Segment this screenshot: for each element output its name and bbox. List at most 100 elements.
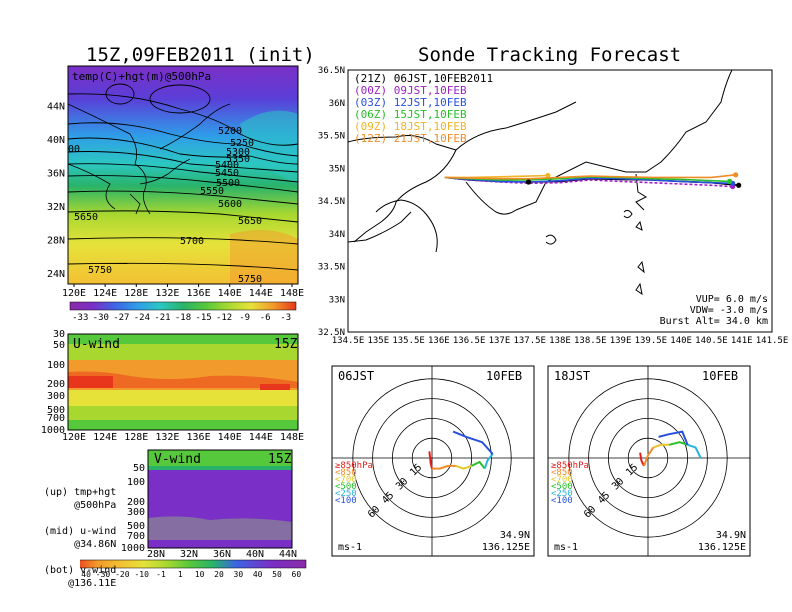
y-tick-label: 300 — [127, 507, 145, 518]
track-annotation: VUP= 6.0 m/s — [696, 294, 768, 305]
y-tick-label: 34.5N — [318, 197, 345, 207]
y-tick-label: 36N — [329, 99, 345, 109]
legend-entry: (03Z) 12JST,10FEB — [354, 96, 467, 109]
hodograph-lon: 136.125E — [482, 542, 530, 553]
x-tick-label: 140E — [670, 336, 692, 346]
y-tick-label: 300 — [47, 391, 65, 402]
x-tick-label: 40N — [246, 549, 264, 560]
level-legend-entry: <100 — [335, 496, 357, 506]
track-endpoint — [727, 178, 733, 184]
contour-label: 5350 — [226, 154, 250, 165]
u-wind-time: 15Z — [274, 337, 298, 352]
x-tick-label: 144E — [249, 432, 273, 442]
x-tick-label: 124E — [93, 288, 117, 299]
y-tick-label: 1000 — [41, 425, 65, 436]
contour-label: 5650 — [238, 216, 262, 227]
hodograph-date: 10FEB — [702, 369, 738, 383]
note-line: (mid) u-wind — [44, 526, 117, 537]
contour-label: 5400 — [215, 160, 239, 171]
x-tick-label: 136E — [187, 432, 211, 442]
level-legend-entry: ≥850hPa — [551, 461, 589, 471]
hodograph-units: ms-1 — [338, 542, 362, 553]
colorbar-label: 50 — [272, 570, 282, 579]
hodograph-segment — [639, 452, 645, 467]
level-legend-entry: ≥850hPa — [335, 461, 373, 471]
x-tick-label: 132E — [155, 432, 179, 442]
x-tick-label: 36N — [213, 549, 231, 560]
panel-notes: (up) tmp+hgt @500hPa (mid) u-wind @34.86… — [44, 460, 116, 603]
level-legend-entry: <700 — [335, 475, 357, 485]
colorbar-label: -21 — [154, 313, 170, 323]
contour-label: 5750 — [88, 265, 112, 276]
colorbar-label: -20 — [115, 570, 130, 579]
level-legend-entry: <250 — [551, 489, 573, 499]
x-tick-label: 134.5E — [332, 336, 365, 346]
x-tick-label: 138E — [549, 336, 571, 346]
x-tick-label: 120E — [62, 432, 86, 442]
y-tick-label: 36N — [47, 169, 65, 180]
x-tick-label: 124E — [93, 432, 117, 442]
x-tick-label: 141E — [731, 336, 753, 346]
y-tick-label: 100 — [127, 477, 145, 488]
contour-label: 5300 — [226, 147, 250, 158]
hodograph-segment — [455, 464, 472, 470]
level-legend-entry: <850 — [335, 468, 357, 478]
hodograph-segment — [643, 446, 655, 467]
contour-label: 5550 — [200, 186, 224, 197]
y-tick-label: 44N — [47, 102, 65, 113]
legend-entry: (06Z) 15JST,10FEB — [354, 108, 467, 121]
note-line: (up) tmp+hgt — [44, 487, 117, 498]
track-line — [444, 176, 733, 188]
y-tick-label: 24N — [47, 269, 65, 280]
colorbar-label: -18 — [175, 313, 191, 323]
hodograph-segment — [452, 430, 494, 455]
track-annotation: VDW= -3.0 m/s — [690, 305, 768, 316]
y-tick-label: 33N — [329, 295, 345, 305]
x-tick-label: 140.5E — [695, 336, 728, 346]
note-line — [44, 512, 116, 525]
y-tick-label: 500 — [127, 521, 145, 532]
legend-entry: (12Z) 21JST,10FEB — [354, 132, 467, 145]
y-tick-label: 50 — [53, 340, 65, 351]
colorbar-label: -9 — [239, 313, 250, 323]
y-tick-label: 35N — [329, 164, 345, 174]
hodograph-lat: 34.9N — [716, 530, 746, 541]
note-line: @136.11E — [44, 578, 117, 589]
colorbar-label: -12 — [216, 313, 232, 323]
legend-entry: (00Z) 09JST,10FEB — [354, 84, 467, 97]
note-line — [44, 551, 116, 564]
x-tick-label: 120E — [62, 288, 86, 299]
wind-colorbar — [80, 559, 307, 569]
x-tick-label: 135.5E — [392, 336, 425, 346]
track-endpoint — [545, 172, 551, 179]
colorbar-label: 30 — [234, 570, 244, 579]
y-tick-label: 28N — [47, 236, 65, 247]
colorbar-label: -27 — [113, 313, 129, 323]
hodograph-segment — [428, 451, 433, 469]
note-line: @34.86N — [44, 539, 117, 550]
contour-label: 5700 — [180, 236, 204, 247]
x-tick-label: 132E — [155, 288, 179, 299]
hodograph-segment — [471, 460, 486, 470]
colorbar-label: -30 — [96, 570, 111, 579]
x-tick-label: 28N — [147, 549, 165, 560]
legend-entry: (21Z) 06JST,10FEB2011 — [354, 72, 493, 85]
colorbar-label: -15 — [195, 313, 211, 323]
colorbar-label: 10 — [195, 570, 205, 579]
x-tick-label: 148E — [280, 288, 304, 299]
y-tick-label: 50 — [133, 463, 145, 474]
x-tick-label: 140E — [218, 288, 242, 299]
left-title: 15Z,09FEB2011 (init) — [86, 44, 315, 66]
track-map-chart: (21Z) 06JST,10FEB2011(00Z) 09JST,10FEB(0… — [318, 66, 789, 346]
colorbar-label: -30 — [93, 313, 109, 323]
x-tick-label: 144E — [249, 288, 273, 299]
x-tick-label: 141.5E — [756, 336, 789, 346]
y-tick-label: 700 — [47, 413, 65, 424]
temperature-colorbar — [69, 301, 297, 311]
track-annotation: Burst Alt= 34.0 km — [660, 316, 768, 327]
y-tick-label: 1000 — [121, 543, 145, 554]
y-tick-label: 100 — [47, 360, 65, 371]
track-line — [444, 176, 733, 185]
hodograph-segment — [668, 441, 688, 446]
